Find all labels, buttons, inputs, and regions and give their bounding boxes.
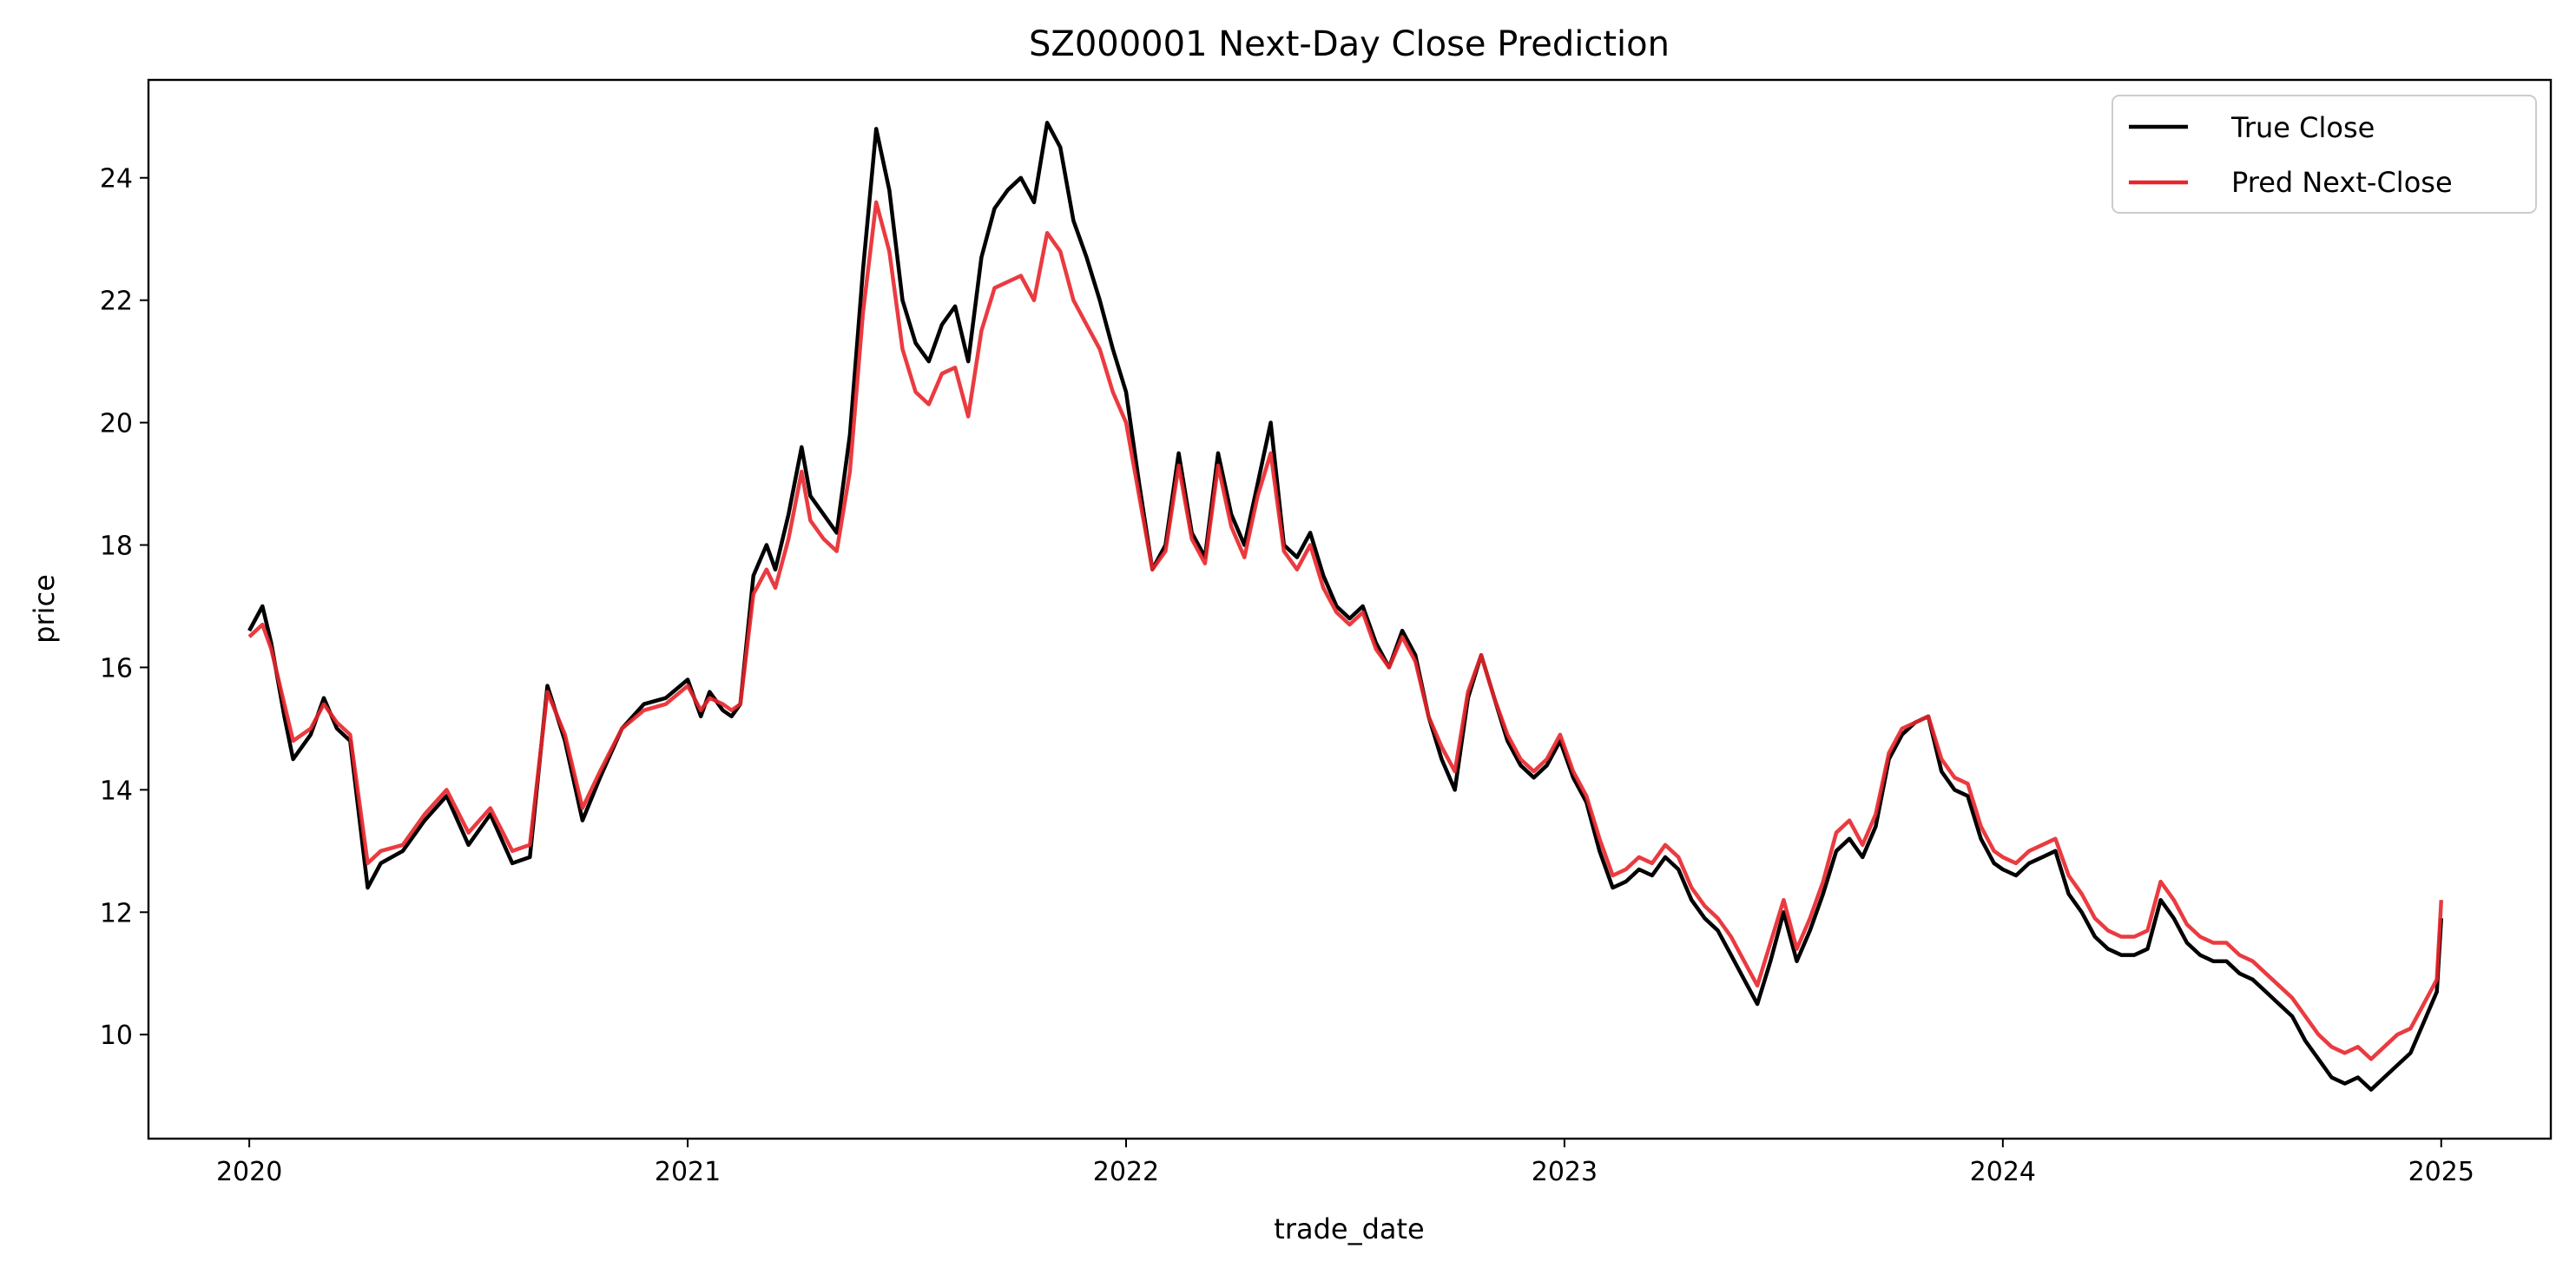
- plot-lines: [247, 121, 2444, 1092]
- y-tick-label: 12: [100, 898, 133, 928]
- x-axis-label: trade_date: [1274, 1212, 1424, 1245]
- x-tick-label: 2022: [1093, 1157, 1159, 1187]
- x-tick-label: 2024: [1970, 1157, 2036, 1187]
- y-tick-label: 16: [100, 653, 133, 684]
- x-axis: 2020 2021 2022 2023 2024 2025: [216, 1139, 2474, 1187]
- y-axis: 10 12 14 16 18 20 22 24: [100, 164, 148, 1051]
- legend-pred-next-close-label: Pred Next-Close: [2231, 166, 2453, 199]
- legend-true-close-label: True Close: [2230, 111, 2375, 144]
- y-axis-label: price: [28, 574, 61, 644]
- y-tick-label: 14: [100, 776, 133, 806]
- y-tick-label: 18: [100, 532, 133, 562]
- y-tick-label: 20: [100, 409, 133, 439]
- x-tick-label: 2021: [655, 1157, 721, 1187]
- x-tick-label: 2020: [216, 1157, 282, 1187]
- plot-frame: [147, 78, 2553, 1140]
- y-tick-label: 22: [100, 287, 133, 317]
- chart-title: SZ000001 Next-Day Close Prediction: [1029, 24, 1670, 64]
- x-tick-label: 2023: [1532, 1157, 1598, 1187]
- x-tick-label: 2025: [2408, 1157, 2474, 1187]
- y-tick-label: 24: [100, 164, 133, 195]
- y-tick-label: 10: [100, 1021, 133, 1051]
- series-line-pred-next-close: [247, 200, 2444, 1061]
- legend: True Close Pred Next-Close: [2112, 95, 2537, 214]
- legend-box: [2112, 95, 2537, 214]
